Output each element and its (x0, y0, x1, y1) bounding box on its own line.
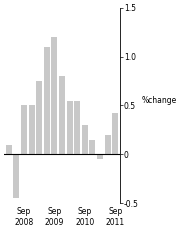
Bar (112, 113, 118, 154)
Bar (74, 100, 80, 154)
Bar (67, 100, 73, 154)
Bar (21, 106, 27, 154)
Bar (28, 106, 35, 154)
Bar (59, 76, 65, 154)
Bar (97, 154, 103, 159)
Bar (105, 135, 111, 154)
Bar (13, 154, 19, 198)
Bar (82, 125, 88, 154)
Y-axis label: %change: %change (142, 97, 177, 106)
Bar (89, 140, 95, 154)
Bar (6, 145, 12, 154)
Bar (44, 47, 50, 154)
Bar (51, 37, 57, 154)
Bar (36, 81, 42, 154)
